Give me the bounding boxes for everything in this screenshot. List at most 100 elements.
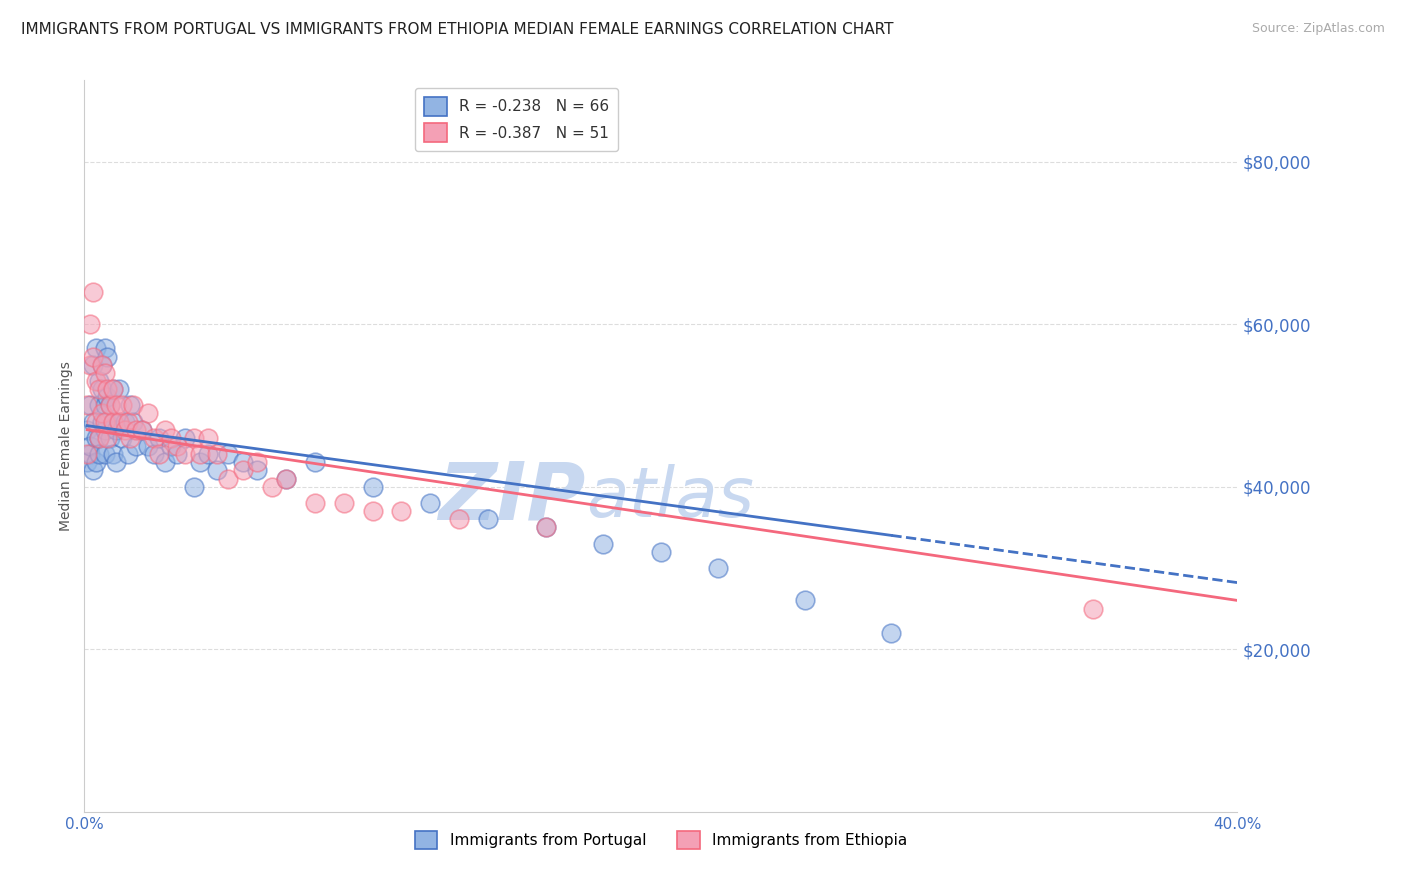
Point <box>148 431 170 445</box>
Point <box>260 480 283 494</box>
Point <box>87 398 110 412</box>
Point <box>183 480 205 494</box>
Point <box>125 423 148 437</box>
Point <box>142 431 165 445</box>
Point <box>79 439 101 453</box>
Point <box>160 431 183 445</box>
Point <box>103 447 124 461</box>
Text: Source: ZipAtlas.com: Source: ZipAtlas.com <box>1251 22 1385 36</box>
Point <box>87 447 110 461</box>
Point <box>105 455 128 469</box>
Point <box>108 415 131 429</box>
Text: IMMIGRANTS FROM PORTUGAL VS IMMIGRANTS FROM ETHIOPIA MEDIAN FEMALE EARNINGS CORR: IMMIGRANTS FROM PORTUGAL VS IMMIGRANTS F… <box>21 22 894 37</box>
Point <box>131 423 153 437</box>
Point <box>90 358 112 372</box>
Point <box>246 463 269 477</box>
Point <box>76 423 98 437</box>
Point <box>114 423 136 437</box>
Point <box>1083 601 1105 615</box>
Point <box>276 471 298 485</box>
Point <box>117 447 139 461</box>
Point <box>136 439 159 453</box>
Point <box>93 415 115 429</box>
Point <box>304 496 326 510</box>
Point <box>79 398 101 412</box>
Point <box>131 423 153 437</box>
Point <box>93 447 115 461</box>
Point <box>153 455 176 469</box>
Point <box>650 544 672 558</box>
Point <box>90 358 112 372</box>
Point <box>218 447 240 461</box>
Point <box>794 593 817 607</box>
Point <box>218 471 240 485</box>
Point <box>188 447 211 461</box>
Point <box>125 439 148 453</box>
Point <box>111 431 134 445</box>
Point <box>82 350 104 364</box>
Point <box>111 398 134 412</box>
Point <box>361 504 384 518</box>
Point <box>534 520 557 534</box>
Point <box>87 431 110 445</box>
Point <box>82 285 104 299</box>
Point <box>90 382 112 396</box>
Point <box>419 496 441 510</box>
Point <box>205 463 228 477</box>
Point <box>153 423 176 437</box>
Text: atlas: atlas <box>586 464 754 531</box>
Point <box>166 439 188 453</box>
Point <box>166 447 188 461</box>
Point <box>96 431 118 445</box>
Point <box>90 415 112 429</box>
Point <box>103 382 124 396</box>
Point <box>105 423 128 437</box>
Point <box>136 407 159 421</box>
Point <box>87 382 110 396</box>
Point <box>98 431 121 445</box>
Point <box>120 398 142 412</box>
Point <box>87 431 110 445</box>
Point <box>103 415 124 429</box>
Point <box>391 504 413 518</box>
Text: ZIP: ZIP <box>439 458 586 536</box>
Point <box>188 455 211 469</box>
Point <box>96 382 118 396</box>
Point <box>82 463 104 477</box>
Point <box>93 423 115 437</box>
Point <box>246 455 269 469</box>
Point <box>880 626 903 640</box>
Point <box>93 342 115 356</box>
Point <box>232 463 254 477</box>
Point <box>76 398 98 412</box>
Point <box>96 390 118 404</box>
Point <box>82 358 104 372</box>
Point <box>183 431 205 445</box>
Point <box>142 447 165 461</box>
Point <box>122 398 145 412</box>
Point <box>87 374 110 388</box>
Point <box>103 382 124 396</box>
Point <box>276 471 298 485</box>
Point <box>79 317 101 331</box>
Point <box>117 415 139 429</box>
Point <box>79 358 101 372</box>
Point <box>84 455 107 469</box>
Point <box>148 447 170 461</box>
Point <box>197 431 219 445</box>
Point <box>84 342 107 356</box>
Point <box>96 415 118 429</box>
Point <box>174 431 197 445</box>
Point <box>84 431 107 445</box>
Point <box>174 447 197 461</box>
Point <box>93 398 115 412</box>
Point <box>105 398 128 412</box>
Point <box>160 439 183 453</box>
Point <box>90 407 112 421</box>
Point <box>108 415 131 429</box>
Point <box>84 374 107 388</box>
Point <box>79 447 101 461</box>
Point <box>93 366 115 380</box>
Point <box>477 512 499 526</box>
Point <box>197 447 219 461</box>
